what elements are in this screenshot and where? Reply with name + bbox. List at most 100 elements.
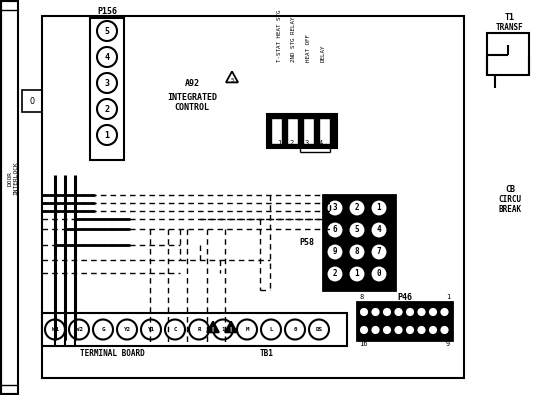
Bar (267, 114, 337, 148)
Text: W1: W1 (52, 327, 59, 332)
Circle shape (405, 325, 415, 335)
Text: O: O (29, 96, 34, 105)
Text: DOOR
INTERLOCK: DOOR INTERLOCK (8, 161, 18, 195)
Text: T1: T1 (505, 13, 515, 23)
Polygon shape (207, 322, 219, 333)
Circle shape (371, 325, 380, 335)
Text: 2: 2 (290, 140, 294, 146)
Text: 2: 2 (355, 203, 360, 213)
Circle shape (394, 307, 403, 317)
Text: DELAY: DELAY (321, 45, 326, 62)
Bar (271, 118, 282, 144)
Text: 7: 7 (377, 248, 381, 256)
Text: 5: 5 (230, 79, 234, 83)
Text: Y2: Y2 (124, 327, 131, 332)
Circle shape (440, 307, 449, 317)
Text: P156: P156 (97, 8, 117, 17)
Circle shape (97, 125, 117, 145)
Text: P46: P46 (397, 293, 412, 301)
Circle shape (359, 307, 369, 317)
Text: CONTROL: CONTROL (175, 103, 209, 113)
Text: 1: 1 (221, 327, 225, 332)
Bar (319, 118, 330, 144)
Circle shape (213, 320, 233, 339)
Text: 1: 1 (355, 269, 360, 278)
Circle shape (428, 325, 438, 335)
Circle shape (309, 320, 329, 339)
Polygon shape (225, 322, 237, 333)
Text: TERMINAL BOARD: TERMINAL BOARD (80, 348, 145, 357)
Circle shape (45, 320, 65, 339)
Text: P58: P58 (300, 238, 315, 247)
Circle shape (261, 320, 281, 339)
Text: 4: 4 (319, 140, 323, 146)
Text: 5: 5 (355, 226, 360, 235)
Text: L: L (269, 327, 273, 332)
Text: G: G (101, 327, 105, 332)
Text: 3: 3 (305, 140, 309, 146)
Polygon shape (226, 71, 238, 83)
Circle shape (371, 199, 387, 216)
Text: !: ! (211, 327, 215, 333)
Circle shape (97, 21, 117, 41)
Circle shape (326, 199, 343, 216)
Circle shape (382, 307, 392, 317)
Circle shape (141, 320, 161, 339)
Circle shape (359, 325, 369, 335)
Text: 5: 5 (105, 26, 110, 36)
Text: A92: A92 (184, 79, 199, 88)
Text: M: M (245, 327, 249, 332)
Text: C: C (173, 327, 177, 332)
Circle shape (326, 265, 343, 282)
Text: 2ND STG RELAY: 2ND STG RELAY (291, 17, 296, 62)
Circle shape (417, 325, 426, 335)
Circle shape (394, 325, 403, 335)
Text: !: ! (229, 327, 233, 333)
Text: 0: 0 (377, 269, 381, 278)
Bar (357, 302, 452, 340)
Circle shape (440, 325, 449, 335)
Text: 9: 9 (446, 341, 450, 347)
Text: INTEGRATED: INTEGRATED (167, 92, 217, 102)
Circle shape (69, 320, 89, 339)
Circle shape (382, 325, 392, 335)
Circle shape (165, 320, 185, 339)
Text: 8: 8 (355, 248, 360, 256)
Text: DS: DS (315, 327, 322, 332)
Bar (487, 33, 529, 75)
Text: 4: 4 (105, 53, 110, 62)
Text: 2: 2 (333, 269, 337, 278)
Text: 3: 3 (105, 79, 110, 88)
Circle shape (348, 265, 366, 282)
Bar (303, 118, 314, 144)
Circle shape (348, 243, 366, 260)
Circle shape (417, 307, 426, 317)
Text: 2: 2 (105, 105, 110, 113)
Circle shape (326, 243, 343, 260)
Text: 1: 1 (446, 294, 450, 300)
Circle shape (97, 73, 117, 93)
Text: 0: 0 (293, 327, 297, 332)
Circle shape (237, 320, 257, 339)
Text: CIRCU: CIRCU (499, 196, 521, 205)
Circle shape (97, 47, 117, 67)
Circle shape (93, 320, 113, 339)
Circle shape (117, 320, 137, 339)
Circle shape (371, 222, 387, 239)
Text: 6: 6 (333, 226, 337, 235)
Circle shape (405, 307, 415, 317)
Text: 1: 1 (105, 130, 110, 139)
Text: 9: 9 (333, 248, 337, 256)
Text: BREAK: BREAK (499, 205, 521, 214)
Text: 1: 1 (277, 140, 281, 146)
Text: W2: W2 (75, 327, 83, 332)
Text: 8: 8 (359, 294, 363, 300)
Circle shape (97, 99, 117, 119)
Text: 3: 3 (333, 203, 337, 213)
Text: R: R (197, 327, 201, 332)
Bar (90, 18, 124, 160)
Bar (287, 118, 298, 144)
Text: T-STAT HEAT STG: T-STAT HEAT STG (277, 9, 282, 62)
Text: 4: 4 (377, 226, 381, 235)
Text: CB: CB (505, 186, 515, 194)
